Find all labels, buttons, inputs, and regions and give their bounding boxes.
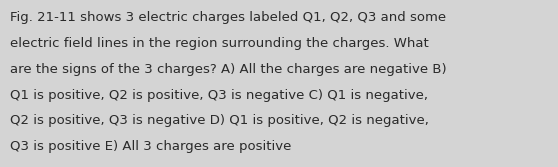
Text: Q3 is positive E) All 3 charges are positive: Q3 is positive E) All 3 charges are posi… <box>10 140 291 153</box>
Text: are the signs of the 3 charges? A) All the charges are negative B): are the signs of the 3 charges? A) All t… <box>10 63 446 76</box>
Text: Q2 is positive, Q3 is negative D) Q1 is positive, Q2 is negative,: Q2 is positive, Q3 is negative D) Q1 is … <box>10 114 429 127</box>
Text: Q1 is positive, Q2 is positive, Q3 is negative C) Q1 is negative,: Q1 is positive, Q2 is positive, Q3 is ne… <box>10 89 428 102</box>
Text: electric field lines in the region surrounding the charges. What: electric field lines in the region surro… <box>10 37 429 50</box>
Text: Fig. 21-11 shows 3 electric charges labeled Q1, Q2, Q3 and some: Fig. 21-11 shows 3 electric charges labe… <box>10 11 446 24</box>
